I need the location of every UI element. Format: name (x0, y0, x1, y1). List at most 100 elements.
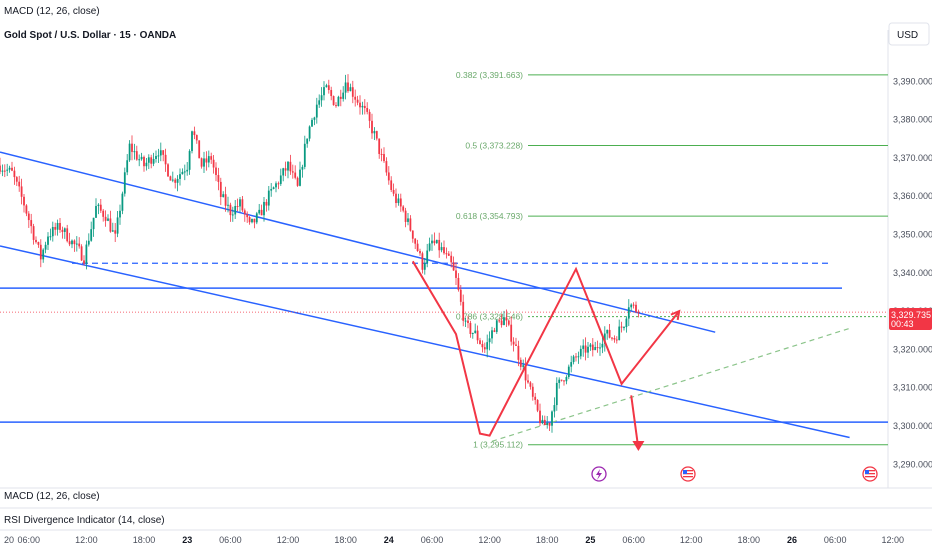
rsi-label[interactable]: RSI Divergence Indicator (14, close) (4, 515, 165, 526)
candle-body (563, 380, 565, 382)
candle-body (248, 217, 251, 223)
candle-body (27, 213, 30, 221)
candle-body (527, 380, 529, 383)
candle-body (392, 189, 395, 194)
candle-body (219, 181, 222, 197)
candle-body (469, 322, 472, 334)
currency-button[interactable]: USD (888, 22, 930, 46)
price-axis[interactable]: 3,290.0003,300.0003,310.0003,320.0003,33… (893, 76, 932, 469)
projection-path (411, 260, 681, 451)
price-tick-label[interactable]: 3,360.000 (893, 191, 932, 201)
candle-body (591, 344, 594, 351)
time-tick-label[interactable]: 12:00 (75, 535, 98, 545)
candle-body (234, 206, 237, 215)
price-tick-label[interactable]: 3,350.000 (893, 230, 932, 240)
candle-body (203, 158, 205, 167)
candle-body (56, 222, 59, 230)
time-tick-label[interactable]: 23 (182, 535, 192, 545)
candle-body (63, 228, 66, 232)
time-tick-label[interactable]: 18:00 (738, 535, 761, 545)
price-tick-label[interactable]: 3,310.000 (893, 383, 932, 393)
candle-body (42, 249, 45, 260)
candle-body (551, 411, 553, 426)
candle-body (32, 226, 35, 240)
candle-body (157, 155, 160, 157)
price-tick-label[interactable]: 3,300.000 (893, 421, 932, 431)
time-tick-label[interactable]: 25 (585, 535, 595, 545)
time-tick-label[interactable]: 18:00 (536, 535, 559, 545)
candle-body (171, 179, 174, 181)
time-tick-label[interactable]: 12:00 (882, 535, 905, 545)
price-tick-label[interactable]: 3,380.000 (893, 115, 932, 125)
candle-body (615, 339, 618, 341)
candle-body (335, 105, 337, 107)
candle-body (332, 96, 335, 106)
candle-body (395, 193, 397, 204)
price-tick-label[interactable]: 3,290.000 (893, 459, 932, 469)
candle-body (68, 241, 71, 245)
candle-body (577, 356, 580, 358)
candle-body (150, 157, 153, 164)
candle-body (483, 347, 486, 350)
macd-label[interactable]: MACD (12, 26, close) (4, 491, 100, 502)
candle-body (44, 244, 47, 250)
candle-body (11, 167, 13, 171)
trendlines (0, 151, 850, 442)
candle-body (402, 206, 405, 211)
candle-body (83, 260, 85, 264)
candle-body (299, 169, 301, 186)
candle-body (176, 178, 179, 183)
candle-body (123, 172, 126, 194)
candlesticks (0, 74, 640, 433)
fib-level-label: 0.382 (3,391.663) (456, 70, 523, 80)
time-axis[interactable]: 20 06:00 12:00 18:00 23 06:00 12:00 18:00 24 06:0… (4, 535, 904, 545)
candle-body (481, 343, 484, 348)
candle-body (479, 340, 481, 344)
time-tick-label[interactable]: 06:00 (824, 535, 847, 545)
candle-body (13, 170, 16, 178)
candle-body (531, 386, 534, 397)
lightning-event-icon[interactable] (591, 466, 607, 482)
candle-body (601, 343, 604, 348)
time-tick-label[interactable]: 26 (787, 535, 797, 545)
candle-body (205, 158, 208, 163)
candle-body (217, 175, 220, 182)
us-flag-icon[interactable] (680, 466, 696, 482)
candle-body (49, 236, 52, 238)
candle-body (383, 154, 385, 162)
candle-body (284, 168, 287, 171)
candle-body (565, 377, 568, 382)
price-tick-label[interactable]: 3,320.000 (893, 344, 932, 354)
time-tick-label[interactable]: 06:00 (18, 535, 41, 545)
candle-body (606, 329, 609, 334)
us-flag-icon[interactable] (862, 466, 878, 482)
time-tick-label[interactable]: 12:00 (277, 535, 300, 545)
time-tick-label[interactable]: 12:00 (478, 535, 501, 545)
time-tick-label[interactable]: 06:00 (622, 535, 645, 545)
price-tick-label[interactable]: 3,340.000 (893, 268, 932, 278)
candle-body (66, 228, 69, 242)
candle-body (498, 320, 501, 322)
time-tick-label[interactable]: 20 (4, 535, 14, 545)
lower-channel-line (0, 245, 850, 439)
time-tick-label[interactable]: 06:00 (421, 535, 444, 545)
time-tick-label[interactable]: 12:00 (680, 535, 703, 545)
candle-body (75, 243, 78, 245)
candle-body (246, 214, 249, 218)
candle-body (339, 96, 342, 99)
candle-body (354, 96, 357, 100)
projection-zigzag (411, 260, 680, 437)
time-tick-label[interactable]: 18:00 (334, 535, 357, 545)
time-tick-label[interactable]: 06:00 (219, 535, 242, 545)
symbol-title: Gold Spot / U.S. Dollar · 15 · OANDA (4, 30, 176, 41)
time-tick-label[interactable]: 24 (384, 535, 394, 545)
candle-body (195, 135, 198, 141)
time-tick-label[interactable]: 18:00 (133, 535, 156, 545)
price-tick-label[interactable]: 3,390.000 (893, 76, 932, 86)
candle-body (147, 157, 150, 163)
price-tick-label[interactable]: 3,370.000 (893, 153, 932, 163)
candle-body (397, 198, 400, 204)
candle-body (618, 326, 621, 341)
candle-body (512, 341, 515, 345)
